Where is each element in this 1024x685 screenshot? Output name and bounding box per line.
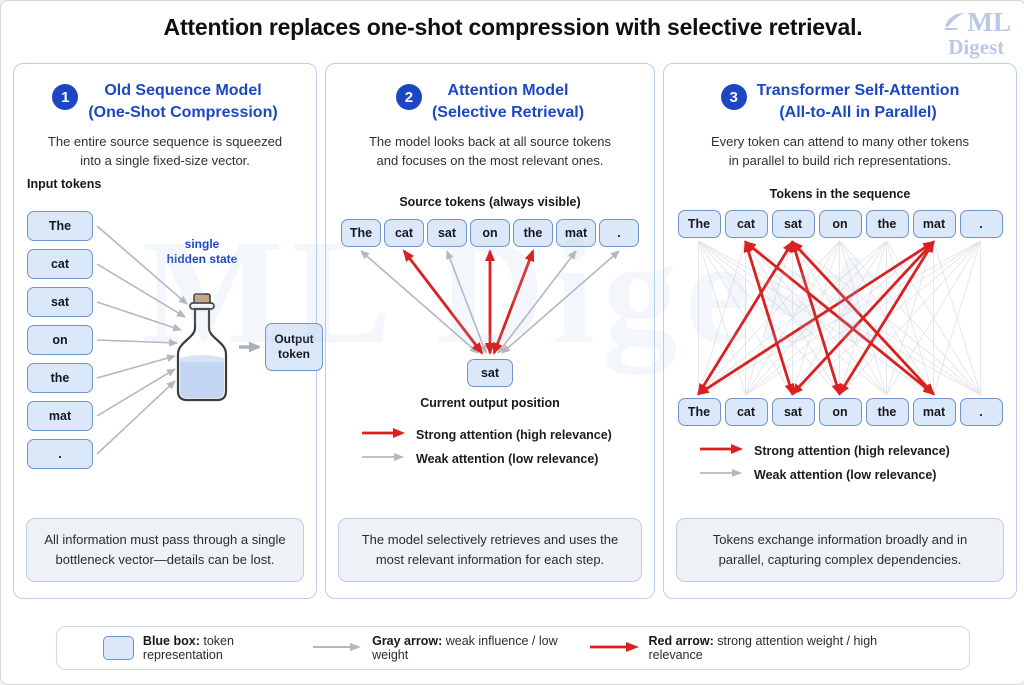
panel2-footer-note: The model selectively retrieves and uses… (338, 517, 642, 582)
hidden-state-label: single hidden state (166, 236, 238, 267)
legend-blue-box: Blue box: token representation (103, 634, 311, 662)
sequence-token: . (959, 397, 1003, 426)
quill-book-icon (942, 11, 966, 35)
panel-attention-model: 2 Attention Model (Selective Retrieval) … (325, 63, 655, 599)
sequence-token: the (865, 209, 909, 238)
current-output-label: Current output position (420, 395, 560, 410)
sequence-token: on (818, 209, 862, 238)
panel2-description: The model looks back at all source token… (368, 134, 612, 169)
sequence-token: mat (912, 209, 956, 238)
source-token-row: The cat sat on the mat . (341, 218, 639, 247)
red-arrow-icon (360, 426, 406, 444)
legend-weak-attention: Weak attention (low relevance) (360, 450, 612, 468)
sequence-token: The (677, 209, 721, 238)
input-tokens-label: Input tokens (27, 176, 102, 191)
legend-red-arrow: Red arrow: strong attention weight / hig… (588, 634, 924, 662)
source-token: mat (556, 218, 596, 247)
compression-arrows-svg (96, 225, 261, 455)
input-token: . (27, 438, 93, 469)
legend-gray-arrow: Gray arrow: weak influence / low weight (311, 634, 587, 662)
logo-text-ml: ML (967, 7, 1012, 37)
panel3-number-badge: 3 (720, 84, 747, 110)
attention-arrows-svg (360, 248, 620, 355)
panel1-number-badge: 1 (52, 84, 79, 110)
panel-old-sequence-model: 1 Old Sequence Model (One-Shot Compressi… (13, 63, 323, 599)
panel1-title: Old Sequence Model (One-Shot Compression… (88, 82, 278, 121)
panels-row: 1 Old Sequence Model (One-Shot Compressi… (13, 63, 1017, 599)
panel2-title: Attention Model (Selective Retrieval) (431, 82, 585, 121)
logo-text-digest: Digest (948, 35, 1005, 59)
red-arrow-icon (698, 442, 744, 460)
red-arrow-icon (588, 641, 640, 656)
panel3-header: 3 Transformer Self-Attention (All-to-All… (720, 80, 960, 123)
legend-weak-attention: Weak attention (low relevance) (698, 466, 950, 484)
legend-strong-attention: Strong attention (high relevance) (698, 442, 950, 460)
sequence-token: sat (771, 397, 815, 426)
sequence-token: . (959, 209, 1003, 238)
sequence-token: cat (724, 397, 768, 426)
input-token: mat (27, 400, 93, 431)
output-token-box: Output token (265, 322, 323, 371)
input-token: The (27, 210, 93, 241)
panel1-footer-note: All information must pass through a sing… (26, 517, 304, 582)
source-token: . (599, 218, 639, 247)
input-token: the (27, 362, 93, 393)
gray-arrow-icon (311, 641, 363, 656)
source-token: on (470, 218, 510, 247)
panel2-legend: Strong attention (high relevance) Weak a… (360, 426, 612, 468)
sequence-tokens-label: Tokens in the sequence (769, 186, 911, 201)
gray-arrow-icon (698, 466, 744, 484)
panel3-title: Transformer Self-Attention (All-to-All i… (756, 82, 960, 121)
sequence-token-row-top: The cat sat on the mat . (677, 209, 1003, 238)
sequence-token: mat (912, 397, 956, 426)
panel1-header: 1 Old Sequence Model (One-Shot Compressi… (52, 80, 278, 123)
source-token: cat (384, 218, 424, 247)
panel2-number-badge: 2 (395, 84, 422, 110)
sequence-token-row-bottom: The cat sat on the mat . (677, 397, 1003, 426)
source-token: the (513, 218, 553, 247)
panel2-header: 2 Attention Model (Selective Retrieval) (395, 80, 585, 123)
page-title: Attention replaces one-shot compression … (163, 14, 863, 40)
ml-digest-logo: ML Digest (942, 7, 1012, 59)
input-token: on (27, 324, 93, 355)
bottleneck-diagram: Input tokens The cat sat on the mat . (25, 176, 323, 479)
panel3-footer-note: Tokens exchange information broadly and … (676, 517, 1004, 582)
gray-arrow-icon (360, 450, 406, 468)
source-tokens-label: Source tokens (always visible) (399, 194, 581, 209)
sequence-token: the (865, 397, 909, 426)
global-legend-bar: Blue box: token representation Gray arro… (56, 626, 970, 670)
panel3-legend: Strong attention (high relevance) Weak a… (698, 442, 950, 484)
legend-strong-attention: Strong attention (high relevance) (360, 426, 612, 444)
blue-box-swatch-icon (103, 636, 134, 660)
selfattn-arrows-svg (696, 239, 981, 396)
panel-transformer-self-attention: 3 Transformer Self-Attention (All-to-All… (663, 63, 1017, 599)
source-token: The (341, 218, 381, 247)
sequence-token: cat (724, 209, 768, 238)
sequence-token: sat (771, 209, 815, 238)
source-token: sat (427, 218, 467, 247)
panel1-description: The entire source sequence is squeezed i… (47, 134, 283, 169)
input-token: cat (27, 248, 93, 279)
bottle-icon (171, 292, 233, 409)
sequence-token: The (677, 397, 721, 426)
current-output-token: sat (467, 358, 513, 387)
sequence-token: on (818, 397, 862, 426)
panel3-description: Every token can attend to many other tok… (711, 134, 969, 169)
input-token: sat (27, 286, 93, 317)
